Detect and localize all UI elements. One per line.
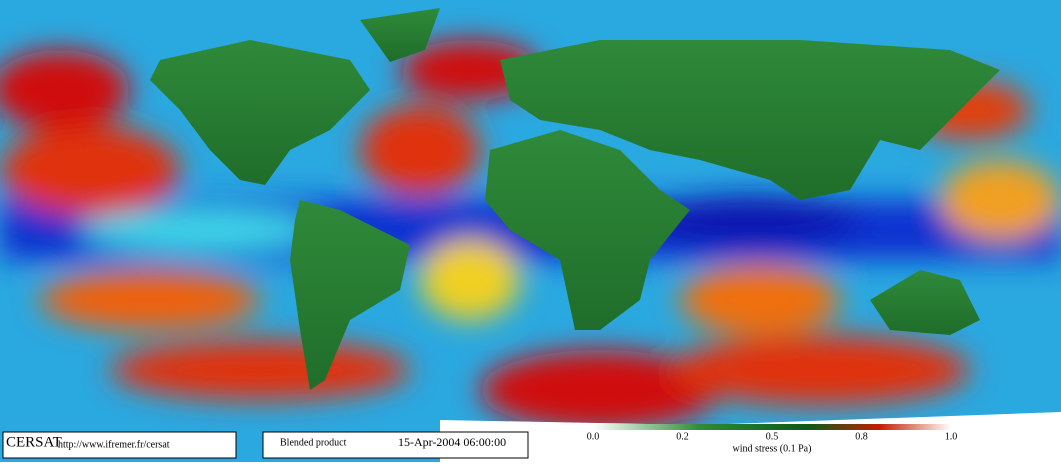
colorbar-tick-label: 0.5: [766, 431, 779, 442]
colorbar: [593, 424, 951, 430]
product-date: 15-Apr-2004 06:00:00: [398, 435, 506, 449]
product-box: [262, 431, 529, 459]
url: http://www.ifremer.fr/cersat: [58, 439, 170, 450]
product-name: Blended product: [280, 437, 347, 448]
colorbar-tick-label: 1.0: [945, 431, 958, 442]
colorbar-label: wind stress (0.1 Pa): [733, 443, 812, 454]
logo: CERSAT: [6, 434, 62, 450]
colorbar-tick-label: 0.2: [676, 431, 689, 442]
colorbar-tick-label: 0.0: [587, 431, 600, 442]
colorbar-ticks: 0.0 0.2 0.5 0.8 1.0: [587, 431, 958, 442]
legend-bar: CERSAT http://www.ifremer.fr/cersat Blen…: [2, 424, 958, 459]
logo-box: [2, 431, 237, 459]
colorbar-tick-label: 0.8: [855, 431, 868, 442]
